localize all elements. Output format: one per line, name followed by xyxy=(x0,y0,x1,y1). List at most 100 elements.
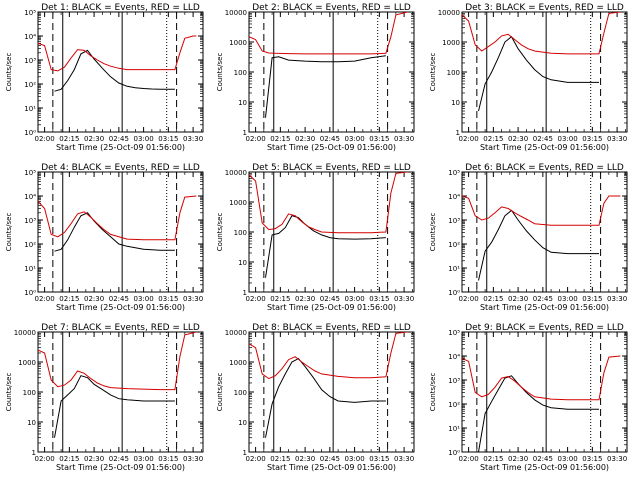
y-axis-label: Counts/sec xyxy=(216,53,224,92)
y-tick-label: 10⁴ xyxy=(448,353,460,361)
x-tick-label: 03:30 xyxy=(183,455,203,463)
plot-frame xyxy=(461,331,628,453)
y-tick-label: 1 xyxy=(32,449,36,457)
chart-panel-4: Det 4: BLACK = Events, RED = LLD Counts/s… xyxy=(5,163,204,312)
y-tick-label: 10 xyxy=(451,99,460,107)
y-tick-label: 10⁵ xyxy=(448,169,460,177)
y-tick-label: 10000 xyxy=(225,9,247,17)
y-tick-label: 10³ xyxy=(24,57,36,65)
x-tick-label: 02:15 xyxy=(483,455,503,463)
x-tick-label: 02:15 xyxy=(59,135,79,143)
x-tick-label: 02:45 xyxy=(533,295,553,303)
x-tick-label: 02:00 xyxy=(459,455,479,463)
x-tick-label: 03:15 xyxy=(582,295,602,303)
plot-frame xyxy=(37,11,204,133)
x-tick-label: 03:00 xyxy=(345,455,365,463)
series-lld-line xyxy=(462,195,621,226)
chart-title: Det 2: BLACK = Events, RED = LLD xyxy=(252,3,411,13)
y-tick-label: 1000 xyxy=(229,39,247,47)
series-events-line xyxy=(54,49,175,92)
y-tick-label: 10² xyxy=(24,241,36,249)
x-tick-label: 02:30 xyxy=(84,295,104,303)
y-axis-label: Counts/sec xyxy=(429,53,437,92)
x-tick-label: 02:15 xyxy=(270,295,290,303)
x-tick-label: 02:00 xyxy=(246,135,266,143)
chart-title: Det 1: BLACK = Events, RED = LLD xyxy=(41,3,200,13)
chart-panel-3: Det 3: BLACK = Events, RED = LLD Counts/s… xyxy=(429,3,628,152)
y-tick-label: 10⁵ xyxy=(24,9,36,17)
series-events-line xyxy=(54,212,175,252)
chart-panel-8: Det 8: BLACK = Events, RED = LLD Counts/s… xyxy=(216,323,415,472)
x-tick-label: 02:15 xyxy=(59,295,79,303)
x-tick-label: 02:15 xyxy=(270,135,290,143)
y-tick-label: 10⁴ xyxy=(24,193,36,201)
y-tick-label: 1000 xyxy=(18,359,36,367)
y-tick-label: 10³ xyxy=(448,377,460,385)
x-axis-label: Start Time (25-Oct-09 01:56:00) xyxy=(56,463,185,472)
x-tick-label: 02:30 xyxy=(84,455,104,463)
y-tick-label: 10⁰ xyxy=(24,289,36,297)
series-events-line xyxy=(478,209,599,281)
x-axis-label: Start Time (25-Oct-09 01:56:00) xyxy=(480,143,609,152)
x-axis-label: Start Time (25-Oct-09 01:56:00) xyxy=(480,463,609,472)
x-tick-label: 02:45 xyxy=(109,455,129,463)
chart-title: Det 6: BLACK = Events, RED = LLD xyxy=(465,163,624,173)
x-tick-label: 02:15 xyxy=(483,135,503,143)
chart-panel-1: Det 1: BLACK = Events, RED = LLD Counts/s… xyxy=(5,3,204,152)
y-axis-label: Counts/sec xyxy=(216,213,224,252)
y-tick-label: 10000 xyxy=(225,169,247,177)
y-tick-label: 10³ xyxy=(24,217,36,225)
x-tick-label: 02:00 xyxy=(246,295,266,303)
x-axis-label: Start Time (25-Oct-09 01:56:00) xyxy=(267,463,396,472)
y-tick-label: 1 xyxy=(243,289,247,297)
y-axis-label: Counts/sec xyxy=(216,373,224,412)
chart-title: Det 5: BLACK = Events, RED = LLD xyxy=(252,163,411,173)
series-lld-line xyxy=(249,12,408,55)
plot-frame xyxy=(461,171,628,293)
x-tick-label: 03:15 xyxy=(369,295,389,303)
x-tick-label: 02:30 xyxy=(295,455,315,463)
y-tick-label: 10¹ xyxy=(448,265,460,273)
x-tick-label: 03:00 xyxy=(558,455,578,463)
y-tick-label: 100 xyxy=(23,389,36,397)
y-tick-label: 100 xyxy=(234,229,247,237)
y-tick-label: 10⁵ xyxy=(24,169,36,177)
series-events-line xyxy=(265,357,386,438)
y-tick-label: 100 xyxy=(234,389,247,397)
y-axis-label: Counts/sec xyxy=(5,53,13,92)
x-tick-label: 03:00 xyxy=(134,295,154,303)
x-axis-label: Start Time (25-Oct-09 01:56:00) xyxy=(267,303,396,312)
series-lld-line xyxy=(249,332,408,380)
y-tick-label: 10 xyxy=(27,419,36,427)
x-tick-label: 02:45 xyxy=(320,135,340,143)
y-tick-label: 10000 xyxy=(14,329,36,337)
x-tick-label: 03:15 xyxy=(369,135,389,143)
x-tick-label: 02:45 xyxy=(320,295,340,303)
x-tick-label: 03:00 xyxy=(345,295,365,303)
x-tick-label: 02:30 xyxy=(295,295,315,303)
x-tick-label: 02:30 xyxy=(508,135,528,143)
x-tick-label: 02:00 xyxy=(459,135,479,143)
series-lld-line xyxy=(38,195,197,241)
chart-title: Det 4: BLACK = Events, RED = LLD xyxy=(41,163,200,173)
x-tick-label: 03:30 xyxy=(183,135,203,143)
x-tick-label: 02:00 xyxy=(35,135,55,143)
y-axis-label: Counts/sec xyxy=(5,373,13,412)
y-tick-label: 10⁰ xyxy=(448,449,460,457)
series-events-line xyxy=(478,375,599,452)
x-tick-label: 03:30 xyxy=(607,135,627,143)
x-tick-label: 03:15 xyxy=(158,135,178,143)
x-tick-label: 03:00 xyxy=(558,135,578,143)
y-axis-label: Counts/sec xyxy=(429,373,437,412)
y-tick-label: 1000 xyxy=(229,359,247,367)
series-events-line xyxy=(265,55,386,118)
y-tick-label: 10 xyxy=(238,259,247,267)
x-tick-label: 02:45 xyxy=(533,455,553,463)
x-axis-label: Start Time (25-Oct-09 01:56:00) xyxy=(56,143,185,152)
y-tick-label: 10⁴ xyxy=(24,33,36,41)
x-tick-label: 02:45 xyxy=(320,455,340,463)
chart-panel-7: Det 7: BLACK = Events, RED = LLD Counts/s… xyxy=(5,323,204,472)
y-tick-label: 10 xyxy=(238,419,247,427)
x-tick-label: 03:00 xyxy=(558,295,578,303)
y-tick-label: 10² xyxy=(448,241,460,249)
